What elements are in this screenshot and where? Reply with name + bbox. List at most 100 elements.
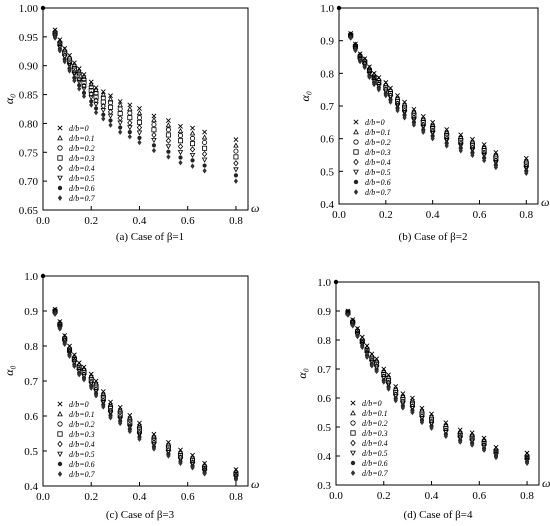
data-point [81,93,87,100]
data-point [409,406,416,412]
legend-marker [353,189,359,195]
data-point [410,409,415,416]
x-tick-label: 0.0 [36,491,50,503]
data-point [362,64,367,71]
data-point [190,163,195,169]
data-point [118,129,123,135]
data-point [81,79,87,85]
data-point [233,154,239,160]
data-point [108,104,114,110]
data-point [71,72,78,78]
y-tick-label: 1.0 [24,271,38,283]
legend-marker [353,128,359,135]
data-point [77,371,82,378]
data-point [429,425,434,431]
legend-marker [57,195,63,201]
legend-label: d/b=0.3 [69,154,95,163]
legend-label: d/b=0.5 [362,449,388,458]
x-axis-label: ω [251,201,259,215]
data-point [127,414,133,420]
x-axis-label: ω [541,195,549,209]
data-point [178,159,183,166]
data-point [62,341,67,347]
data-point [136,130,143,136]
x-tick-label: 0.4 [133,215,147,227]
data-point [469,435,475,441]
data-point [117,99,123,104]
data-point [117,115,123,122]
data-point [190,158,195,163]
data-point [202,168,207,174]
data-point [177,150,184,156]
y-tick-label: 1.0 [317,277,331,289]
y-tick-label: 0.5 [320,166,334,178]
legend-marker [350,420,356,426]
data-point [419,419,425,426]
data-point [151,147,157,154]
data-point [177,138,183,144]
data-point [190,465,195,471]
legend-marker [350,409,356,416]
y-tick-label: 0.95 [19,32,39,44]
data-point [360,344,365,350]
y-axis-label: α₀ [295,368,309,378]
panel-caption: (c) Case of β=3 [106,509,175,521]
data-point [383,92,388,99]
data-point [458,140,464,147]
data-point [429,121,436,127]
data-point [369,356,375,362]
panel-caption: (a) Case of β=1 [116,231,184,243]
legend-label: d/b=0.3 [362,429,388,438]
legend-marker [350,470,356,476]
legend: d/b=0d/b=0.1d/b=0.2d/b=0.3d/b=0.4d/b=0.5… [57,400,96,479]
data-point [76,79,82,85]
legend-label: d/b=0.1 [362,409,388,418]
data-point [387,95,394,101]
data-point [202,129,208,135]
data-point [493,454,499,461]
data-point [482,157,487,164]
data-point [108,415,113,421]
data-point [72,77,77,84]
data-point [493,449,499,455]
legend: d/b=0d/b=0.1d/b=0.2d/b=0.3d/b=0.4d/b=0.5… [57,124,96,203]
legend-marker [353,179,359,185]
data-point [481,149,487,157]
data-point [201,134,208,140]
data-point [366,68,372,74]
data-point [493,155,499,161]
data-point [66,60,73,67]
data-point [470,152,475,159]
data-point [93,392,99,399]
y-tick-label: 0.3 [317,480,331,492]
legend-marker [57,175,63,182]
y-tick-label: 0.75 [19,147,39,159]
data-point [81,86,87,92]
data-point [136,115,142,121]
legend-label: d/b=0.6 [69,184,95,193]
data-point [127,106,133,112]
data-point [88,95,95,101]
data-point [88,81,95,87]
legend-label: d/b=0.5 [365,168,391,177]
y-tick-label: 0.85 [19,90,39,102]
legend-label: d/b=0.1 [69,134,95,143]
data-point [127,425,133,431]
data-point [151,122,157,128]
data-point [127,102,133,108]
data-point [127,115,133,121]
legend-marker [353,119,359,125]
y-tick-label: 0.70 [19,176,39,188]
data-point [136,432,143,438]
data-point [108,406,114,412]
data-point [89,99,94,104]
data-point [93,102,99,108]
corner-dot [336,5,342,11]
x-tick-label: 0.4 [133,491,147,503]
data-point [523,161,529,167]
legend-marker [353,139,359,145]
data-point [127,110,133,116]
data-point [57,326,62,332]
legend-label: d/b=0.7 [365,188,392,197]
x-tick-label: 0.2 [377,490,391,502]
